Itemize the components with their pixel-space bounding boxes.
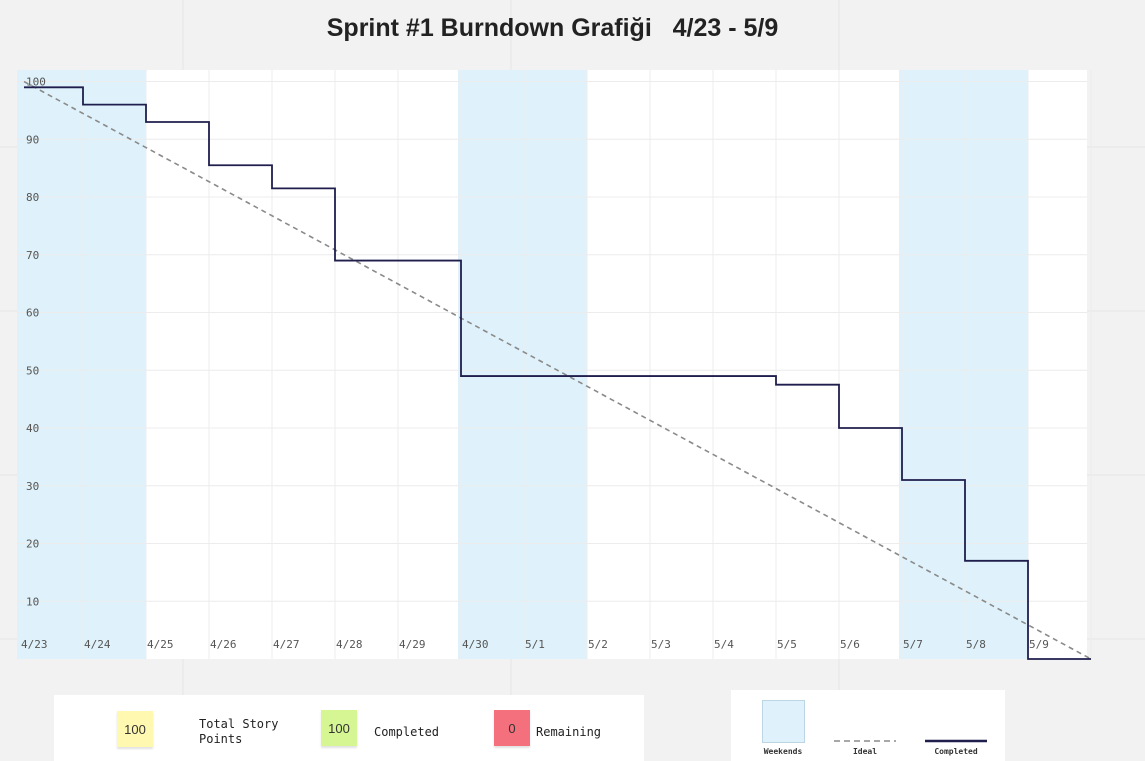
x-tick-label: 5/6 [840,638,860,651]
x-tick-label: 5/9 [1029,638,1049,651]
x-tick-label: 5/4 [714,638,734,651]
x-tick-label: 5/1 [525,638,545,651]
y-tick-label: 100 [26,76,46,89]
remaining-label: Remaining [536,725,602,739]
y-tick-label: 30 [26,480,39,493]
legend-completed-swatch [925,739,987,743]
ideal-line [23,80,1092,660]
y-tick-label: 40 [26,422,39,435]
x-tick-label: 5/8 [966,638,986,651]
y-tick-label: 20 [26,538,39,551]
x-tick-label: 5/3 [651,638,671,651]
chart-title: Sprint #1 Burndown Grafiği 4/23 - 5/9 [326,14,779,42]
x-tick-label: 4/29 [399,638,426,651]
legend-ideal-label: Ideal [852,747,878,756]
y-tick-label: 10 [26,595,39,608]
x-tick-label: 5/7 [903,638,923,651]
weekend-band [458,70,587,659]
total-points-label: Total Story Points [199,717,279,746]
y-tick-label: 90 [26,133,39,146]
y-tick-label: 70 [26,249,39,262]
y-tick-label: 50 [26,364,39,377]
x-tick-label: 4/30 [462,638,489,651]
x-tick-label: 5/2 [588,638,608,651]
completed-sticky[interactable]: 100 [321,710,357,746]
x-tick-label: 4/26 [210,638,237,651]
remaining-sticky[interactable]: 0 [494,710,530,746]
x-tick-label: 5/5 [777,638,797,651]
legend-ideal-swatch [834,740,896,742]
legend-weekends-swatch [762,700,805,743]
x-tick-label: 4/28 [336,638,363,651]
x-tick-label: 4/25 [147,638,174,651]
weekend-band [899,70,1028,659]
legend-weekends-label: Weekends [763,747,803,756]
weekend-band [17,70,146,659]
legend-completed-label: Completed [934,747,978,756]
legend-panel: Weekends Ideal Completed [731,690,1005,761]
summary-panel: 100 Total Story Points 100 Completed 0 R… [54,695,644,761]
x-tick-label: 4/23 [21,638,48,651]
x-tick-label: 4/27 [273,638,300,651]
x-tick-label: 4/24 [84,638,111,651]
burndown-chart: 10 20 30 40 50 60 70 80 90 100 4/23 4/24 4/25 4/26 4/2… [17,70,1092,660]
y-tick-label: 60 [26,307,39,320]
y-tick-label: 80 [26,191,39,204]
completed-label: Completed [374,725,440,739]
total-points-sticky[interactable]: 100 [117,711,153,747]
completed-step-line [24,86,1091,660]
